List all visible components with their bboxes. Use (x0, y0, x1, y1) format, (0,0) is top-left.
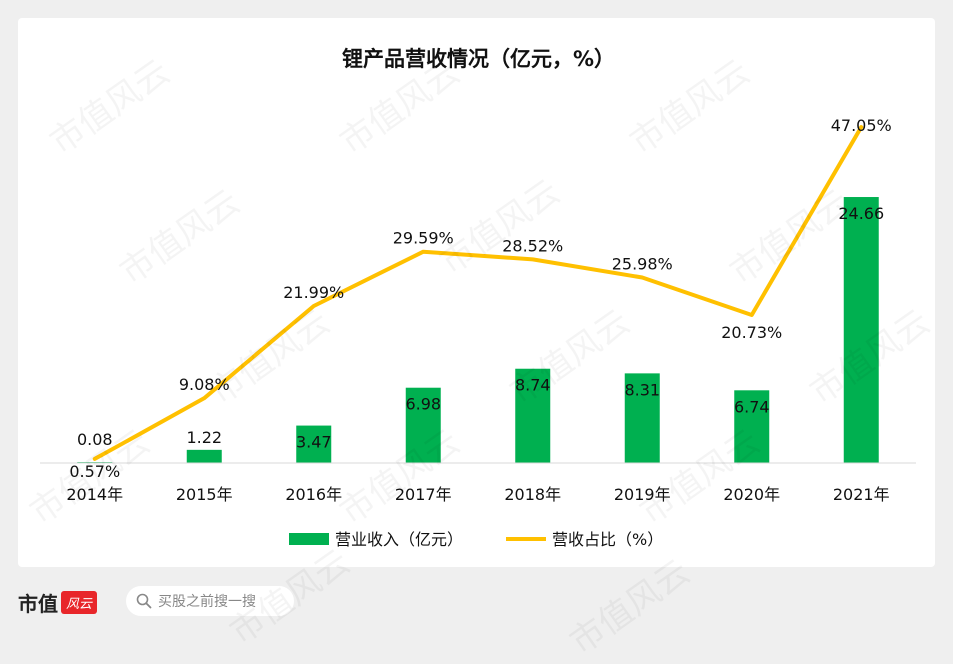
legend-label-revenue: 营业收入（亿元） (335, 530, 463, 549)
search-input[interactable]: 买股之前搜一搜 (126, 586, 294, 616)
x-tick-label: 2017年 (395, 485, 452, 504)
line-value-label: 29.59% (393, 229, 454, 248)
line-value-label: 28.52% (502, 236, 563, 255)
search-placeholder: 买股之前搜一搜 (158, 594, 256, 610)
x-tick-label: 2016年 (285, 485, 342, 504)
x-tick-label: 2015年 (176, 485, 233, 504)
line-value-label: 47.05% (831, 116, 892, 135)
line-value-label: 9.08% (179, 375, 230, 394)
bar-value-label: 8.31 (624, 380, 660, 399)
bar (186, 449, 222, 463)
bar-value-label: 1.22 (186, 428, 222, 447)
revenue-chart: 锂产品营收情况（亿元，%） 0.08 1.22 3.47 6.98 8.74 8.31 6.7… (40, 47, 916, 549)
line-value-label: 25.98% (612, 255, 673, 274)
line-value-label: 0.57% (69, 462, 120, 481)
line-value-label: 21.99% (283, 283, 344, 302)
chart-card: 锂产品营收情况（亿元，%） 0.08 1.22 3.47 6.98 8.74 8.31 6.7… (18, 18, 935, 567)
footer: 市值 风云 买股之前搜一搜 (0, 572, 953, 633)
bar (296, 425, 332, 463)
share-line (92, 125, 864, 461)
x-tick-label: 2018年 (504, 485, 561, 504)
bar-value-label: 24.66 (838, 204, 884, 223)
line-value-label: 20.73% (721, 323, 782, 342)
bar-value-label: 8.74 (515, 376, 551, 395)
brand-name: 市值 (18, 591, 58, 616)
bar-value-label: 6.74 (734, 397, 770, 416)
chart-title: 锂产品营收情况（亿元，%） (342, 47, 615, 71)
bar-value-label: 3.47 (296, 433, 332, 452)
legend-swatch-revenue (289, 533, 329, 545)
bar (515, 368, 551, 463)
bar-value-label: 6.98 (405, 395, 441, 414)
search-icon (136, 593, 152, 609)
bar (843, 197, 879, 463)
x-tick-label: 2014年 (66, 485, 123, 504)
x-tick-label: 2020年 (723, 485, 780, 504)
brand-badge: 风云 (61, 590, 98, 614)
brand-logo[interactable]: 市值 风云 (18, 588, 98, 616)
bar (624, 373, 660, 463)
x-tick-label: 2019年 (614, 485, 671, 504)
bar (405, 387, 441, 463)
x-tick-label: 2021年 (833, 485, 890, 504)
bar (734, 390, 770, 463)
legend-label-share: 营收占比（%） (552, 530, 663, 549)
bar-value-label: 0.08 (77, 430, 113, 449)
